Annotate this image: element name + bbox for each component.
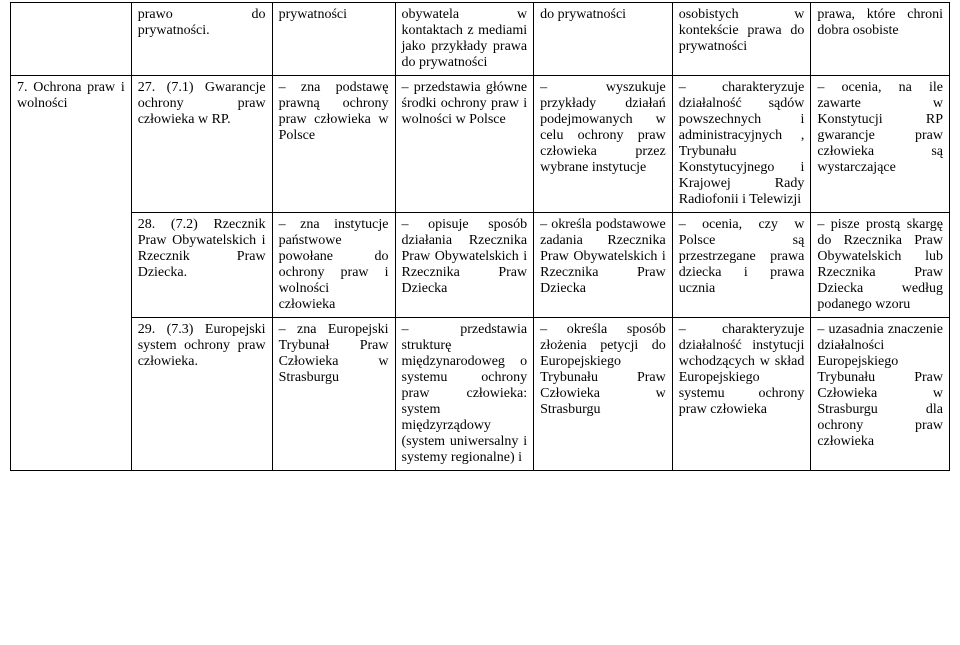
content-table: prawo do prywatności. prywatności obywat…	[10, 2, 950, 471]
cell: – przedstawia główne środki ochrony praw…	[395, 76, 534, 213]
cell: – zna podstawę prawną ochrony praw człow…	[272, 76, 395, 213]
cell: – wyszukuje przykłady działań podejmowan…	[534, 76, 673, 213]
cell: – uzasadnia znaczenie działalności Europ…	[811, 318, 950, 471]
cell: 28. (7.2) Rzecznik Praw Obywatelskich i …	[131, 213, 272, 318]
cell: prawo do prywatności.	[131, 3, 272, 76]
cell: osobistych w kontekście prawa do prywatn…	[672, 3, 811, 76]
cell: 27. (7.1) Gwarancje ochrony praw człowie…	[131, 76, 272, 213]
cell: – pisze prostą skargę do Rzecznika Praw …	[811, 213, 950, 318]
table-row: prawo do prywatności. prywatności obywat…	[11, 3, 950, 76]
section-cell	[11, 3, 132, 76]
cell: obywatela w kontaktach z mediami jako pr…	[395, 3, 534, 76]
table-row: 28. (7.2) Rzecznik Praw Obywatelskich i …	[11, 213, 950, 318]
table-row: 7. Ochrona praw i wolności 27. (7.1) Gwa…	[11, 76, 950, 213]
cell: – opisuje sposób działania Rzecznika Pra…	[395, 213, 534, 318]
cell: prawa, które chroni dobra osobiste	[811, 3, 950, 76]
cell: – przedstawia strukturę międzynarodoweg …	[395, 318, 534, 471]
cell: – charakteryzuje działalność instytucji …	[672, 318, 811, 471]
cell: – określa sposób złożenia petycji do Eur…	[534, 318, 673, 471]
section-cell: 7. Ochrona praw i wolności	[11, 76, 132, 471]
cell: – zna Europejski Trybunał Praw Człowieka…	[272, 318, 395, 471]
cell: – ocenia, czy w Polsce są przestrzegane …	[672, 213, 811, 318]
cell: prywatności	[272, 3, 395, 76]
cell: – zna instytucje państwowe powołane do o…	[272, 213, 395, 318]
table-row: 29. (7.3) Europejski system ochrony praw…	[11, 318, 950, 471]
cell: – charakteryzuje działalność sądów powsz…	[672, 76, 811, 213]
cell: – określa podstawowe zadania Rzecznika P…	[534, 213, 673, 318]
cell: – ocenia, na ile zawarte w Konstytucji R…	[811, 76, 950, 213]
cell: do prywatności	[534, 3, 673, 76]
cell: 29. (7.3) Europejski system ochrony praw…	[131, 318, 272, 471]
